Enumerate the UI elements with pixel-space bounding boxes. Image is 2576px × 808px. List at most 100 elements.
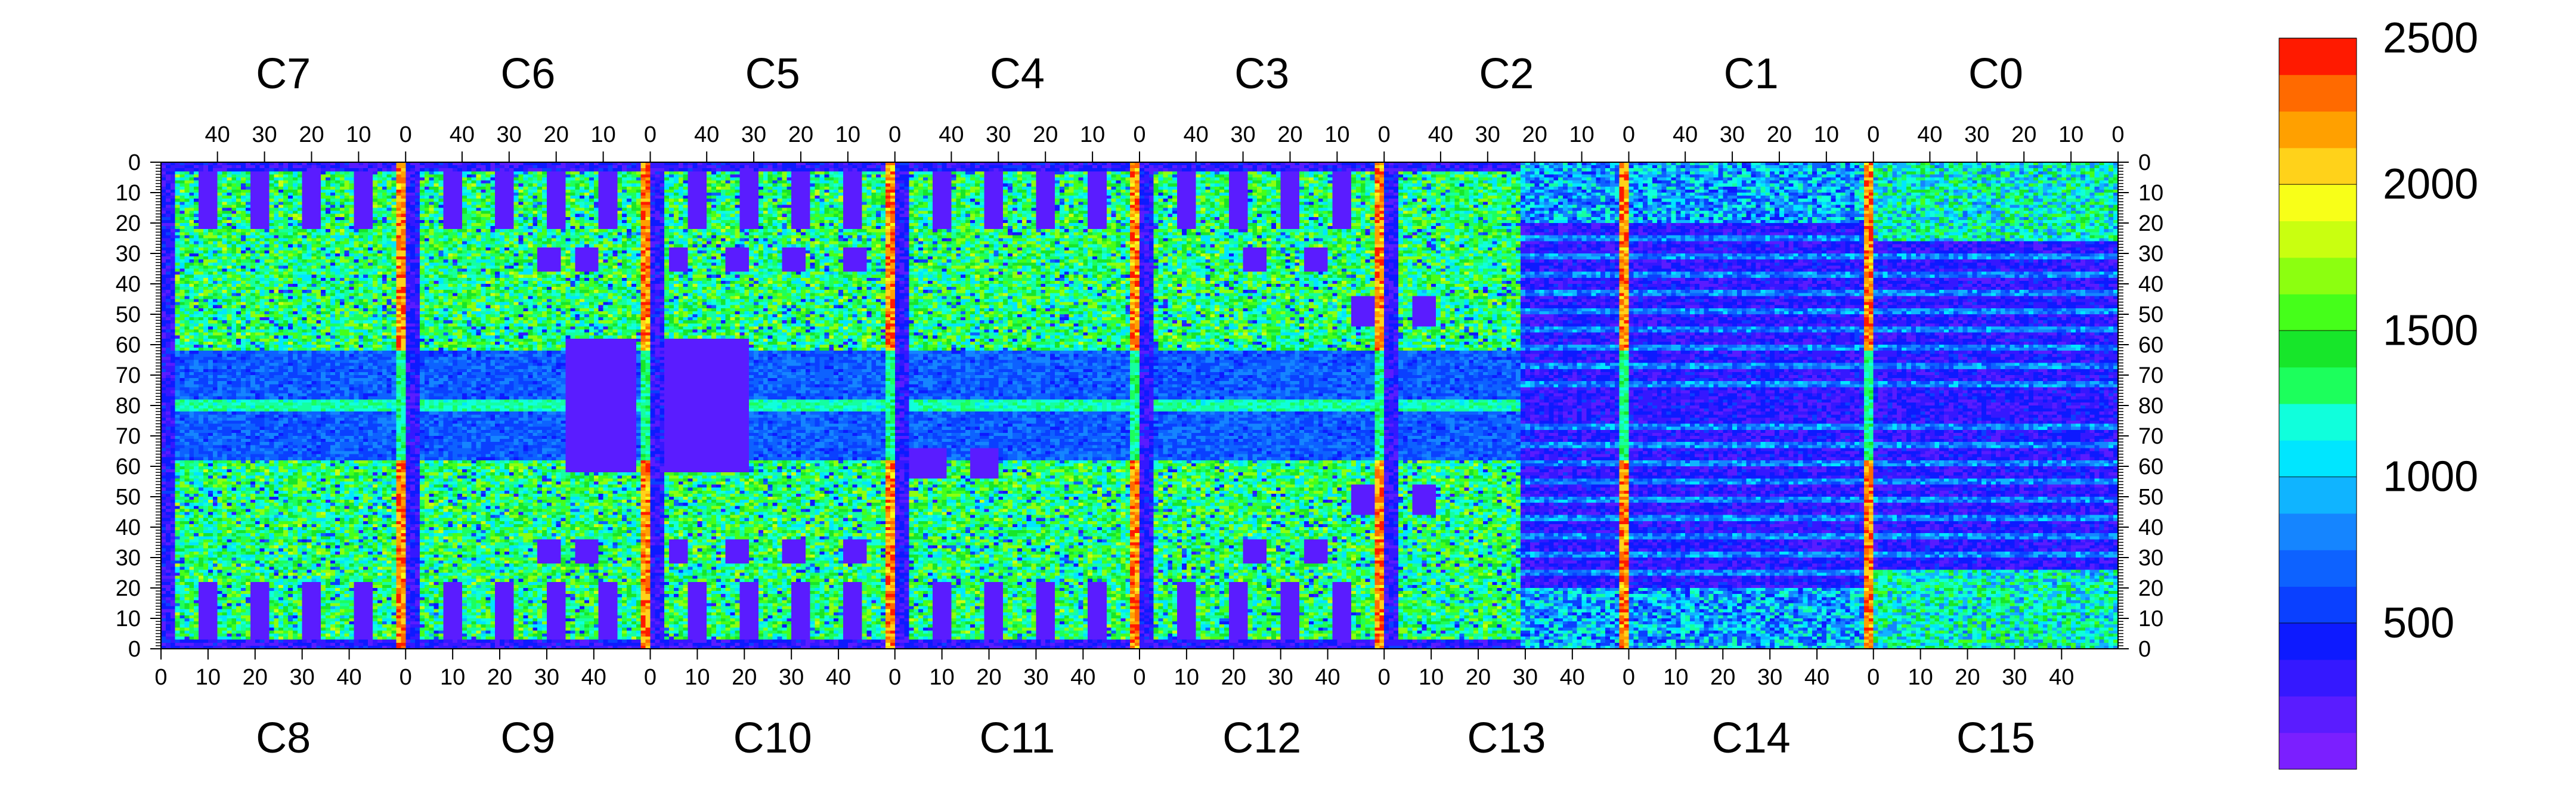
bottom-x-tick-label: 40 xyxy=(2049,665,2074,690)
colorbar-segment xyxy=(2279,367,2357,404)
bottom-x-tick-label: 10 xyxy=(440,665,465,690)
bottom-x-tick-label: 20 xyxy=(487,665,512,690)
colorbar-segment xyxy=(2279,147,2357,185)
colorbar-segment xyxy=(2279,660,2357,696)
top-x-tick-label: 0 xyxy=(1378,122,1391,147)
bottom-x-tick-label: 10 xyxy=(1663,665,1688,690)
bottom-x-tick-label: 30 xyxy=(1513,665,1538,690)
right-y-tick-label: 80 xyxy=(2138,394,2163,419)
top-chip-label: C1 xyxy=(1724,50,1779,98)
top-x-tick-label: 10 xyxy=(346,122,371,147)
bottom-x-tick-label: 40 xyxy=(826,665,851,690)
left-y-tick-label: 20 xyxy=(116,211,141,236)
bottom-x-tick-label: 0 xyxy=(1378,665,1391,690)
top-x-tick-label: 40 xyxy=(450,122,475,147)
left-y-tick-label: 40 xyxy=(116,515,141,540)
bottom-x-tick-label: 30 xyxy=(1268,665,1293,690)
left-y-tick-label: 70 xyxy=(116,363,141,388)
colorbar-segment xyxy=(2279,184,2357,221)
right-y-tick-label: 60 xyxy=(2138,454,2163,479)
colorbar-segment xyxy=(2279,404,2357,441)
left-y-tick-label: 30 xyxy=(116,242,141,267)
left-y-tick-label: 80 xyxy=(116,394,141,419)
top-x-tick-label: 0 xyxy=(644,122,657,147)
top-x-tick-label: 20 xyxy=(1033,122,1058,147)
colorbar-segment xyxy=(2279,257,2357,295)
bottom-x-tick-label: 20 xyxy=(976,665,1001,690)
bottom-x-tick-label: 30 xyxy=(779,665,804,690)
right-y-tick-label: 30 xyxy=(2138,242,2163,267)
top-x-tick-label: 40 xyxy=(1184,122,1209,147)
top-x-tick-label: 40 xyxy=(694,122,719,147)
top-x-tick-label: 40 xyxy=(205,122,230,147)
top-x-tick-label: 30 xyxy=(497,122,522,147)
top-x-tick-label: 10 xyxy=(1080,122,1105,147)
colorbar-segment xyxy=(2279,623,2357,660)
right-y-tick-label: 40 xyxy=(2138,515,2163,540)
colorbar-tick-label: 1000 xyxy=(2383,453,2478,501)
bottom-x-tick-label: 10 xyxy=(1174,665,1199,690)
colorbar-segment xyxy=(2279,294,2357,331)
colorbar-segment xyxy=(2279,75,2357,112)
left-y-tick-label: 50 xyxy=(116,302,141,327)
colorbar-tick-label: 500 xyxy=(2383,599,2454,647)
bottom-x-tick-label: 30 xyxy=(534,665,559,690)
colorbar-segment xyxy=(2279,696,2357,733)
bottom-x-tick-label: 0 xyxy=(1867,665,1880,690)
top-x-tick-label: 0 xyxy=(888,122,901,147)
bottom-chip-label: C12 xyxy=(1222,714,1301,762)
right-y-tick-label: 70 xyxy=(2138,363,2163,388)
top-x-tick-label: 10 xyxy=(2058,122,2083,147)
heatmap-image xyxy=(161,162,2118,649)
bottom-x-tick-label: 10 xyxy=(685,665,710,690)
bottom-x-tick-label: 20 xyxy=(732,665,757,690)
bottom-chip-label: C8 xyxy=(256,714,311,762)
bottom-x-tick-label: 10 xyxy=(930,665,955,690)
top-x-tick-label: 30 xyxy=(252,122,277,147)
bottom-chip-label: C9 xyxy=(500,714,555,762)
colorbar: 2500 2000 1500 1000 500 xyxy=(2278,14,2478,770)
top-x-tick-label: 30 xyxy=(1230,122,1255,147)
right-y-tick-label: 0 xyxy=(2138,637,2151,662)
bottom-chip-label: C15 xyxy=(1956,714,2035,762)
colorbar-segment xyxy=(2279,38,2357,75)
top-x-tick-label: 20 xyxy=(1277,122,1302,147)
left-y-tick-label: 60 xyxy=(116,333,141,358)
top-x-tick-label: 30 xyxy=(1475,122,1500,147)
left-y-tick-label: 30 xyxy=(116,546,141,571)
top-x-tick-label: 30 xyxy=(1720,122,1745,147)
bottom-x-tick-label: 10 xyxy=(1908,665,1933,690)
bottom-chip-label: C10 xyxy=(733,714,812,762)
left-y-tick-label: 50 xyxy=(116,485,141,510)
bottom-chip-label: C14 xyxy=(1712,714,1791,762)
top-chip-label: C6 xyxy=(500,50,555,98)
colorbar-segment xyxy=(2279,513,2357,550)
bottom-x-tick-label: 0 xyxy=(400,665,412,690)
top-chip-label: C4 xyxy=(990,50,1045,98)
bottom-x-tick-label: 20 xyxy=(243,665,268,690)
colorbar-segment xyxy=(2279,330,2357,368)
top-x-tick-label: 30 xyxy=(741,122,766,147)
axes: 40 30 20 10 0 0 10 20 30 40 40 30 20 10 0 0 10 20 30 40 40 30… xyxy=(116,122,2164,690)
colorbar-segment xyxy=(2279,221,2357,258)
top-x-tick-label: 0 xyxy=(1867,122,1880,147)
right-y-tick-label: 70 xyxy=(2138,424,2163,449)
right-y-tick-label: 10 xyxy=(2138,606,2163,631)
bottom-x-tick-label: 0 xyxy=(644,665,657,690)
top-x-tick-label: 20 xyxy=(299,122,324,147)
colorbar-tick-label: 2000 xyxy=(2383,160,2478,208)
right-y-tick-label: 60 xyxy=(2138,333,2163,358)
top-x-tick-label: 10 xyxy=(1324,122,1349,147)
right-y-tick-label: 20 xyxy=(2138,576,2163,601)
bottom-x-tick-label: 0 xyxy=(1133,665,1145,690)
left-y-tick-label: 20 xyxy=(116,576,141,601)
right-y-tick-label: 50 xyxy=(2138,485,2163,510)
top-chip-label: C5 xyxy=(745,50,800,98)
right-y-tick-label: 40 xyxy=(2138,272,2163,297)
top-x-tick-label: 20 xyxy=(1522,122,1547,147)
right-y-tick-label: 10 xyxy=(2138,181,2163,206)
bottom-x-tick-label: 40 xyxy=(581,665,606,690)
colorbar-segment xyxy=(2279,550,2357,587)
